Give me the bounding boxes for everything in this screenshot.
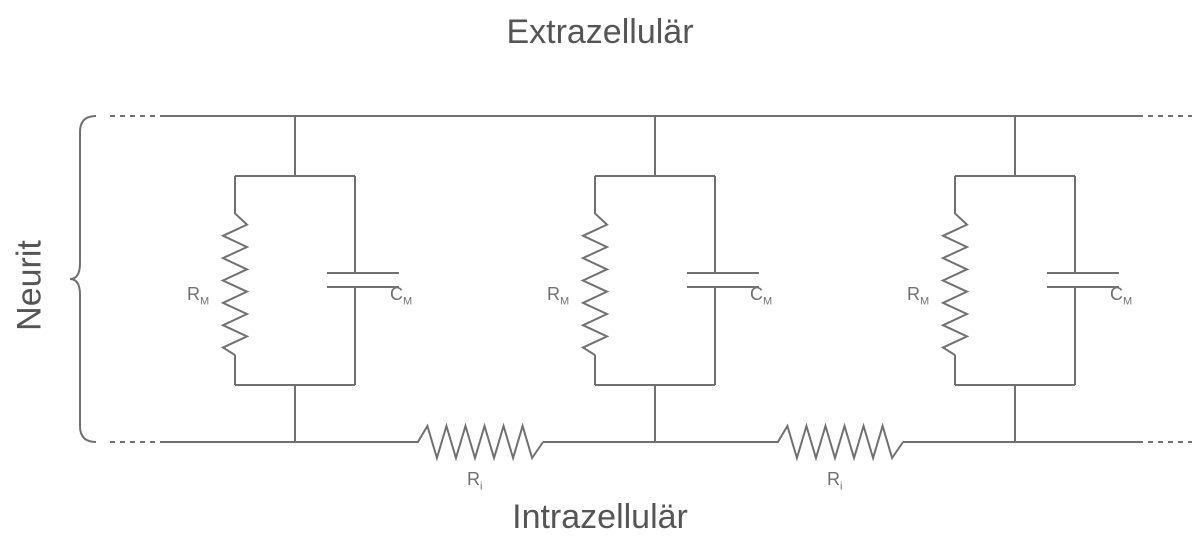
- label-cm: CM: [1110, 284, 1132, 308]
- circuit-diagram: RM RM RM CM CM CM Ri Ri: [0, 0, 1200, 555]
- label-intracellular: Intrazellulär: [0, 498, 1200, 555]
- label-cm: CM: [390, 284, 412, 308]
- label-extracellular: Extrazellulär: [0, 13, 1200, 52]
- label-ri: Ri: [827, 469, 842, 493]
- label-rm: RM: [187, 284, 209, 308]
- label-ri: Ri: [467, 469, 482, 493]
- label-intracellular-text: Intrazellulär: [512, 498, 688, 536]
- label-rm: RM: [907, 284, 929, 308]
- label-cm: CM: [750, 284, 772, 308]
- label-extracellular-text: Extrazellulär: [506, 13, 693, 51]
- label-neurit: Neurit: [11, 226, 50, 346]
- diagram-stage: Extrazellulär Intrazellulär Neurit RMRMR…: [0, 0, 1200, 555]
- label-rm: RM: [547, 284, 569, 308]
- label-neurit-text: Neurit: [11, 240, 49, 331]
